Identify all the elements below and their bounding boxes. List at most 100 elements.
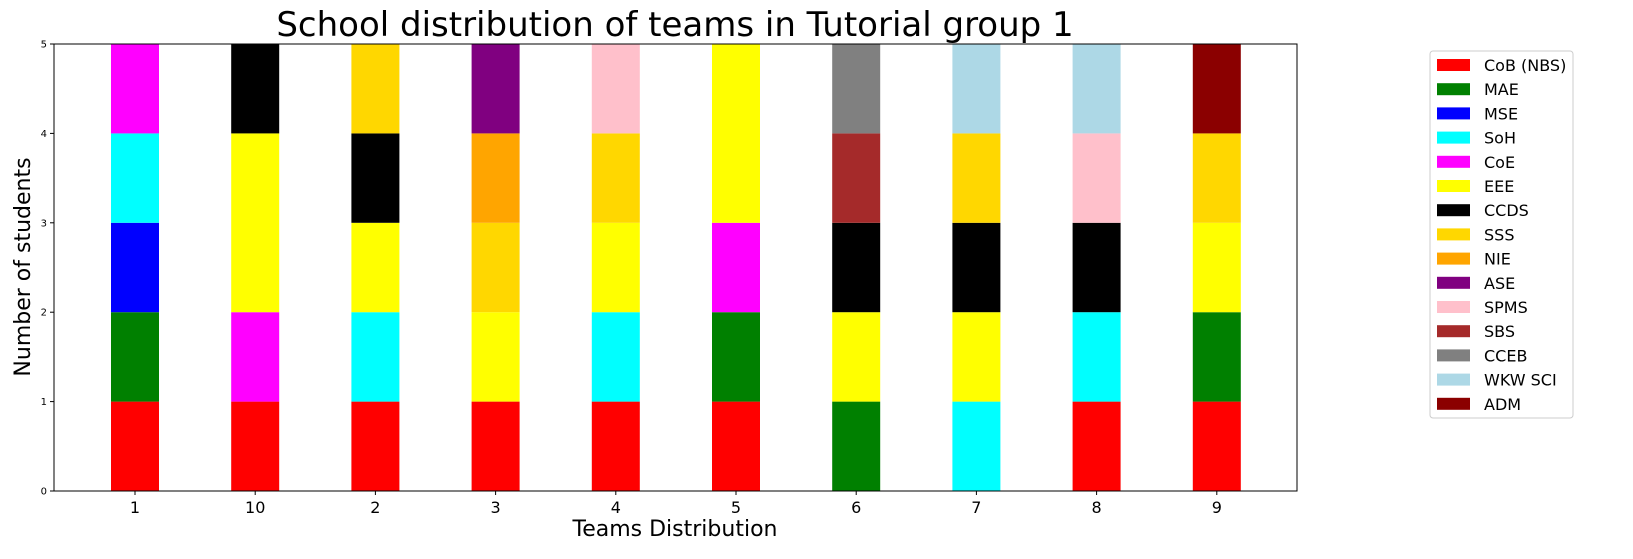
bar-segment xyxy=(471,312,520,402)
bar-segment xyxy=(1072,44,1121,134)
legend-label: SSS xyxy=(1484,225,1514,244)
x-tick-label: 6 xyxy=(851,498,861,517)
bar-segment xyxy=(231,312,280,402)
bar-segment xyxy=(231,401,280,491)
bar-segment xyxy=(1192,312,1241,402)
legend-label: SBS xyxy=(1484,322,1515,341)
x-tick-label: 4 xyxy=(611,498,621,517)
x-axis: 1 10 2 3 4 5 6 7 8 9 xyxy=(130,491,1222,517)
bar-segment xyxy=(111,133,159,223)
legend-label: EEE xyxy=(1484,177,1514,196)
legend-swatch xyxy=(1437,204,1470,217)
bar-segment xyxy=(471,222,520,313)
chart-title: School distribution of teams in Tutorial… xyxy=(276,5,1073,45)
legend-swatch xyxy=(1437,276,1470,289)
plot-frame xyxy=(53,43,1298,492)
legend-label: SPMS xyxy=(1484,298,1528,317)
bar-segment xyxy=(351,44,400,134)
y-axis: 0 1 2 3 4 5 xyxy=(41,40,54,498)
bar-segment xyxy=(231,133,280,313)
bar-segment xyxy=(832,222,881,313)
bar-segment xyxy=(591,222,640,313)
legend-label: ASE xyxy=(1484,274,1515,293)
bar-segment xyxy=(1072,222,1121,313)
bar-segment xyxy=(591,312,640,402)
legend-swatch xyxy=(1437,59,1470,71)
bar-segment xyxy=(591,44,640,134)
y-tick-label: 0 xyxy=(41,487,47,498)
x-tick-label: 5 xyxy=(731,498,741,517)
bar-segment xyxy=(712,401,760,491)
y-tick-label: 3 xyxy=(41,218,47,229)
bar-segment xyxy=(111,312,159,402)
bar-segment xyxy=(952,133,1001,223)
legend-label: CoB (NBS) xyxy=(1484,56,1566,75)
bar-segment xyxy=(832,44,881,134)
y-tick-label: 4 xyxy=(41,129,47,140)
bar-segment xyxy=(231,44,280,134)
bar-segment xyxy=(1192,401,1241,491)
legend-swatch xyxy=(1437,83,1470,96)
bar-segment xyxy=(351,401,400,491)
bar-segment xyxy=(832,401,881,491)
legend-label: ADM xyxy=(1484,395,1521,414)
bar-segment xyxy=(111,222,159,313)
bar-segment xyxy=(351,133,400,223)
bar-segment xyxy=(1072,133,1121,223)
legend-label: MAE xyxy=(1484,80,1519,99)
legend-swatch xyxy=(1437,349,1470,362)
legend-swatch xyxy=(1437,180,1470,192)
legend-label: NIE xyxy=(1484,250,1511,269)
legend-swatch xyxy=(1437,373,1470,386)
legend-swatch xyxy=(1437,301,1470,313)
bar-segment xyxy=(952,312,1001,402)
legend-label: CoE xyxy=(1484,153,1515,172)
y-tick-label: 2 xyxy=(41,308,47,319)
bar-segment xyxy=(471,401,520,491)
bar-segment xyxy=(1072,312,1121,402)
bar-segment xyxy=(1072,401,1121,491)
bar-segment xyxy=(952,222,1001,313)
x-tick-label: 1 xyxy=(130,498,140,517)
legend-label: MSE xyxy=(1484,104,1518,123)
y-tick-label: 5 xyxy=(41,40,47,51)
bars-layer xyxy=(111,44,1241,491)
y-axis-title: Number of students xyxy=(11,157,36,376)
bar-segment xyxy=(952,401,1001,491)
bar-segment xyxy=(832,133,881,223)
bar-segment xyxy=(351,222,400,313)
bar-segment xyxy=(111,44,159,134)
legend-label: CCEB xyxy=(1484,346,1527,365)
legend: CoB (NBS) MAE MSE SoH CoE EEE CCDS SSS NIE ASE SPM… xyxy=(1429,50,1574,419)
legend-swatch xyxy=(1437,131,1470,144)
bar-segment xyxy=(111,401,159,491)
bar-segment xyxy=(1192,133,1241,223)
y-tick-label: 1 xyxy=(41,397,47,408)
bar-segment xyxy=(471,44,520,134)
bar-segment xyxy=(952,44,1001,134)
legend-swatch xyxy=(1437,155,1470,168)
bar-segment xyxy=(351,312,400,402)
legend-swatch xyxy=(1437,252,1470,265)
x-tick-label: 7 xyxy=(971,498,981,517)
bar-segment xyxy=(832,312,881,402)
x-axis-title: Teams Distribution xyxy=(572,517,778,542)
bar-segment xyxy=(712,222,760,313)
bar-segment xyxy=(1192,222,1241,313)
x-tick-label: 8 xyxy=(1092,498,1102,517)
bar-segment xyxy=(471,133,520,223)
bar-segment xyxy=(712,312,760,402)
legend-swatch xyxy=(1437,397,1470,410)
legend-swatch xyxy=(1437,228,1470,241)
legend-swatch xyxy=(1437,325,1470,338)
bar-segment xyxy=(591,401,640,491)
legend-label: WKW SCI xyxy=(1484,371,1557,390)
bar-segment xyxy=(712,44,760,223)
legend-label: CCDS xyxy=(1484,201,1529,220)
bar-segment xyxy=(1192,44,1241,134)
x-tick-label: 3 xyxy=(491,498,501,517)
x-tick-label: 10 xyxy=(245,498,265,517)
x-tick-label: 9 xyxy=(1212,498,1222,517)
legend-label: SoH xyxy=(1484,129,1516,148)
